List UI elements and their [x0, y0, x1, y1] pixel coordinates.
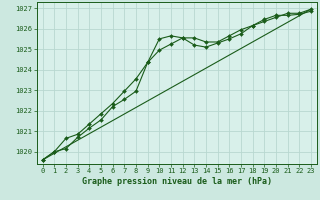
X-axis label: Graphe pression niveau de la mer (hPa): Graphe pression niveau de la mer (hPa)	[82, 177, 272, 186]
